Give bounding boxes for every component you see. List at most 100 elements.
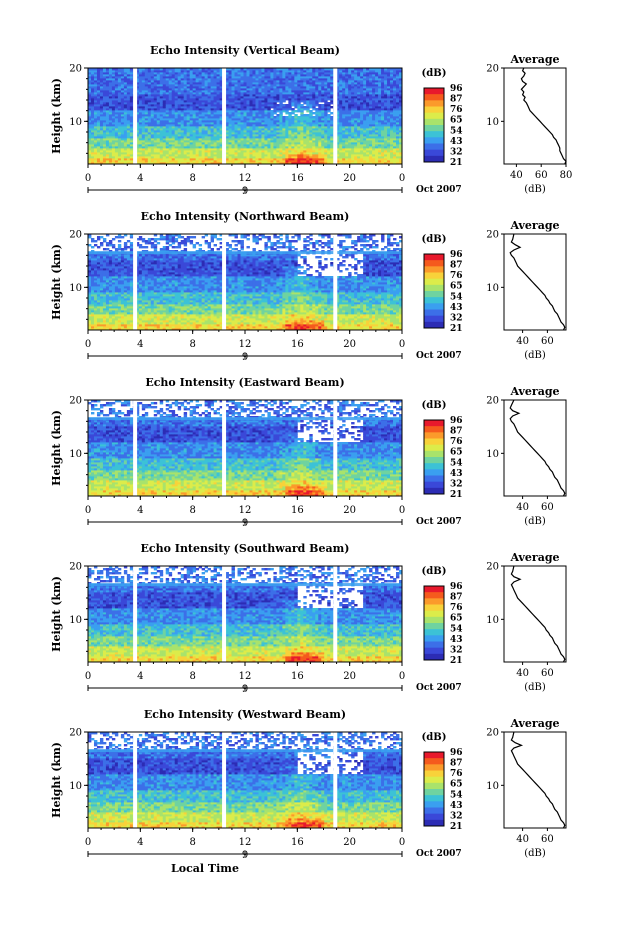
colorbar-swatch [424,457,444,464]
x-tick-label: 0 [399,173,405,184]
profile-x-tick-label: 60 [541,834,554,845]
profile-x-label: (dB) [524,682,546,693]
x-tick-label: 20 [343,339,356,350]
profile-x-tick-label: 80 [560,170,573,181]
colorbar-level: 43 [450,469,463,479]
colorbar-level: 21 [450,822,463,832]
panel-3: Echo Intensity (Southward Beam) 20 10 Heigh… [50,542,567,695]
y-tick-label: 20 [69,728,82,739]
profile-frame [503,565,567,663]
profile-title: Average [509,551,559,564]
colorbar-level: 54 [450,624,463,634]
colorbar-swatch [424,137,444,144]
profile-y-tick-label: 10 [486,117,499,128]
date-mark: 9 [242,518,248,529]
profile-title: Average [509,717,559,730]
x-tick-label: 4 [137,505,143,516]
colorbar-level: 54 [450,458,463,468]
x-tick-label: 8 [189,837,195,848]
colorbar-level: 65 [450,116,463,126]
profile-y-tick-label: 20 [486,728,499,739]
data-gap [133,234,138,330]
profile-y-tick-label: 20 [486,396,499,407]
colorbar-swatch [424,795,444,802]
average-profile: Average 20 10 40 60 (dB) [486,551,567,693]
panel-4: Echo Intensity (Westward Beam) 20 10 Height… [50,708,567,875]
colorbar-swatch [424,444,444,452]
colorbar-level: 87 [450,759,463,769]
colorbar-swatch [424,254,444,261]
profile-line [510,565,566,663]
x-tick-label: 8 [189,339,195,350]
colorbar-unit: (dB) [422,234,447,245]
colorbar-level: 87 [450,593,463,603]
y-tick-label: 10 [69,781,82,792]
colorbar-swatch [424,764,444,771]
data-gap [222,400,227,496]
data-gap [222,732,227,828]
x-tick-label: 16 [291,671,304,682]
colorbar-level: 32 [450,147,463,157]
colorbar-swatch [424,303,444,310]
colorbar-swatch [424,610,444,618]
x-axis-label: Local Time [171,862,239,875]
colorbar-level: 43 [450,303,463,313]
x-tick-label: 20 [343,671,356,682]
colorbar-swatch [424,604,444,612]
profile-line [520,67,567,165]
colorbar-swatch [424,807,444,815]
colorbar-level: 96 [450,250,463,260]
colorbar-swatch [424,641,444,649]
profile-y-tick-label: 20 [486,64,499,75]
x-tick-label: 0 [85,339,91,350]
colorbar-swatch [424,420,444,427]
colorbar-swatch [424,432,444,439]
colorbar-level: 65 [450,448,463,458]
x-tick-label: 16 [291,837,304,848]
average-profile: Average 20 10 40 60 80 (dB) [486,53,572,195]
x-tick-label: 0 [85,173,91,184]
y-tick-label: 10 [69,117,82,128]
colorbar-level: 54 [450,292,463,302]
x-tick-label: 12 [239,837,252,848]
colorbar-unit: (dB) [422,400,447,411]
x-tick-label: 4 [137,837,143,848]
colorbar-swatch [424,770,444,778]
x-tick-label: 8 [189,505,195,516]
colorbar-swatch [424,801,444,808]
y-axis-label: Height (km) [50,78,63,154]
heatmap [88,234,403,331]
panel-2: Echo Intensity (Eastward Beam) 20 10 Height… [50,376,567,529]
profile-x-tick-label: 60 [541,502,554,513]
x-tick-label: 0 [399,339,405,350]
heatmap [88,566,403,663]
profile-frame [503,67,567,165]
colorbar-swatch [424,88,444,95]
colorbar-swatch [424,438,444,446]
date-mark: 9 [242,850,248,861]
colorbar-swatch [424,635,444,642]
y-tick-label: 20 [69,562,82,573]
colorbar-swatch [424,475,444,483]
colorbar-swatch [424,260,444,267]
panel-0: Echo Intensity (Vertical Beam) 20 10 Height… [50,44,572,197]
data-gap [333,234,338,330]
colorbar-swatch [424,272,444,280]
x-tick-label: 12 [239,505,252,516]
colorbar-swatch [424,598,444,605]
profile-x-tick-label: 40 [516,834,529,845]
profile-y-tick-label: 10 [486,615,499,626]
x-tick-label: 4 [137,339,143,350]
profile-y-tick-label: 20 [486,562,499,573]
x-tick-label: 0 [399,837,405,848]
x-tick-label: 16 [291,505,304,516]
colorbar-swatch [424,155,444,163]
colorbar-swatch [424,125,444,132]
colorbar-level: 21 [450,158,463,168]
colorbar-level: 87 [450,261,463,271]
colorbar-level: 76 [450,271,463,281]
profile-x-tick-label: 40 [516,336,529,347]
